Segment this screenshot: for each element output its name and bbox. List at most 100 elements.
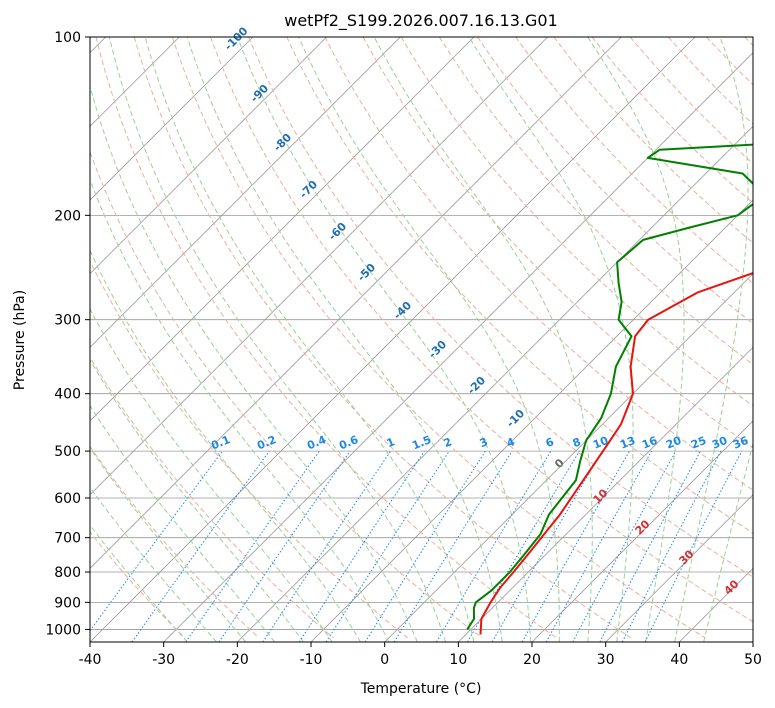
- isotherm-line: [90, 37, 254, 201]
- mixing-ratio-line: [90, 450, 223, 632]
- dry-adiabat-line: [324, 37, 753, 491]
- mixing-ratio-line: [545, 450, 653, 642]
- x-axis: -40 -30 -20 -10 0 10 20 30 40 50: [79, 642, 762, 668]
- isotherm-line: [90, 37, 327, 275]
- isotherm-line: [163, 52, 753, 642]
- y-tick-label: 800: [54, 565, 81, 581]
- mixing-ratio-label: 1: [385, 435, 397, 450]
- isotherm-line: [90, 37, 475, 422]
- moist-adiabat-line: [703, 441, 753, 642]
- y-tick-label: 900: [54, 595, 81, 611]
- moist-adiabat-line: [468, 37, 634, 642]
- isobar-lines: [90, 37, 753, 630]
- moist-adiabat-line: [90, 249, 362, 642]
- isotherm-line: [90, 37, 401, 348]
- mixing-ratio-line: [325, 450, 450, 642]
- mixing-ratio-line: [185, 450, 320, 642]
- dry-adiabat-line: [286, 37, 753, 534]
- chart-title: wetPf2_S199.2026.007.16.13.G01: [284, 11, 558, 31]
- dry-adiabat-line: [90, 150, 483, 639]
- isotherm-line: [605, 494, 753, 642]
- isotherm-line: [531, 420, 753, 642]
- mixing-ratio-line: [521, 450, 630, 642]
- x-tick-label: -10: [300, 652, 323, 668]
- mixing-ratio-line: [262, 450, 392, 642]
- y-tick-label: 100: [54, 30, 81, 46]
- moist-adiabat-line: [144, 37, 475, 642]
- isotherm-line: [458, 346, 753, 642]
- y-tick-label: 500: [54, 444, 81, 460]
- moist-adiabat-line: [186, 37, 503, 642]
- moist-adiabat-lines: [90, 37, 753, 642]
- dry-adiabat-line: [210, 37, 753, 623]
- isotherm-line: [384, 273, 753, 642]
- x-tick-label: -30: [152, 652, 175, 668]
- mixing-ratio-label: 25: [689, 434, 708, 452]
- temperature-profile-line: [479, 272, 753, 635]
- dry-adiabat-line: [400, 37, 753, 407]
- dry-adiabat-lines: [90, 37, 753, 639]
- mixing-ratio-label: 3: [478, 435, 490, 450]
- x-tick-label: 30: [597, 652, 615, 668]
- y-tick-label: 400: [54, 387, 81, 403]
- dewpoint-profile-line: [466, 143, 753, 630]
- mixing-ratio-lines: [90, 450, 743, 642]
- mixing-ratio-line: [644, 450, 743, 642]
- mixing-ratio-line: [364, 450, 486, 642]
- x-tick-label: -20: [226, 652, 249, 668]
- x-tick-label: 0: [380, 652, 389, 668]
- isotherm-line: [237, 125, 753, 642]
- dry-adiabat-line: [438, 37, 753, 365]
- y-tick-label: 1000: [45, 622, 81, 638]
- plot-frame: [89, 36, 754, 643]
- mixing-ratio-line: [572, 450, 677, 642]
- moist-adiabat-line: [90, 178, 390, 642]
- moist-adiabat-line: [373, 37, 593, 642]
- moist-adiabat-line: [90, 308, 333, 642]
- moist-adiabat-line: [674, 37, 749, 642]
- dry-adiabat-line: [90, 445, 260, 639]
- moist-adiabat-line: [298, 37, 560, 642]
- profile-series: [466, 143, 753, 635]
- moist-adiabat-line: [90, 404, 275, 642]
- x-tick-label: 20: [523, 652, 541, 668]
- y-axis: 100 200 300 400 500 600 700 800 900 1000: [45, 30, 90, 638]
- mixing-ratio-line: [599, 450, 701, 642]
- y-tick-label: 600: [54, 491, 81, 507]
- mixing-ratio-line: [218, 450, 351, 642]
- mixing-ratio-line: [393, 450, 513, 642]
- mixing-ratio-label: 20: [664, 434, 683, 452]
- mixing-ratio-label: 16: [640, 434, 659, 452]
- dry-adiabat-line: [171, 37, 706, 639]
- mixing-ratio-label: 8: [571, 435, 583, 450]
- x-tick-label: -40: [79, 652, 102, 668]
- dry-adiabat-line: [553, 37, 753, 244]
- mixing-ratio-line: [621, 450, 722, 642]
- mixing-ratio-label: 10: [591, 434, 610, 452]
- x-tick-label: 50: [744, 652, 762, 668]
- moist-adiabat-line: [90, 447, 247, 642]
- dry-adiabat-line: [90, 531, 185, 639]
- x-tick-label: 10: [449, 652, 467, 668]
- mixing-ratio-line: [435, 450, 552, 642]
- mixing-ratio-label: 36: [731, 434, 750, 452]
- mixing-ratio-line: [298, 450, 425, 642]
- isotherm-line: [90, 37, 548, 496]
- dry-adiabat-line: [248, 37, 753, 578]
- y-tick-label: 700: [54, 531, 81, 547]
- dry-adiabat-line: [515, 37, 753, 284]
- y-tick-label: 300: [54, 313, 81, 329]
- moist-adiabat-line: [108, 37, 447, 642]
- dry-adiabat-line: [90, 259, 408, 639]
- y-tick-label: 200: [54, 208, 81, 224]
- y-axis-title: Pressure (hPa): [12, 290, 28, 390]
- isotherm-line: [90, 37, 622, 569]
- dry-adiabat-line: [133, 37, 631, 639]
- x-tick-label: 40: [670, 652, 688, 668]
- dry-adiabat-line: [629, 37, 753, 165]
- moist-adiabat-line: [587, 37, 685, 642]
- x-axis-title: Temperature (°C): [360, 681, 482, 697]
- moist-adiabat-line: [237, 37, 532, 642]
- mixing-ratio-line: [131, 450, 270, 642]
